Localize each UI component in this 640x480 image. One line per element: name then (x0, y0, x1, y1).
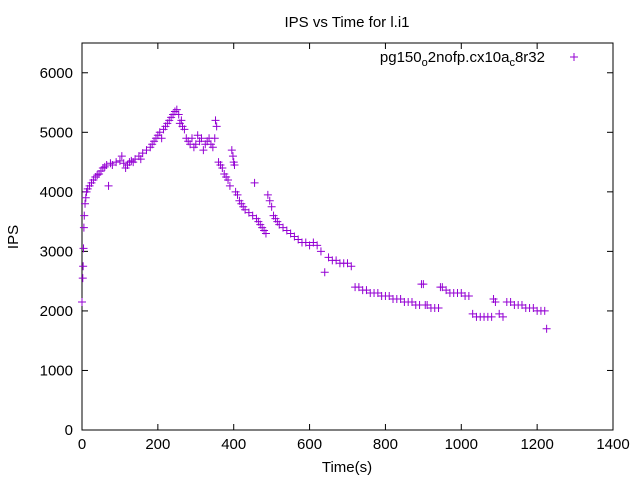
legend-marker (570, 53, 578, 61)
data-point (233, 190, 242, 199)
data-point (210, 134, 219, 143)
legend-part-5: 8r32 (515, 49, 545, 66)
data-point (79, 223, 88, 232)
y-tick-label: 4000 (40, 184, 73, 201)
legend-part-3: 2nofp.cx10a (428, 49, 510, 66)
legend-part-1: pg150 (380, 49, 422, 66)
x-axis: 0 200 400 600 800 1000 1200 1400 (78, 43, 630, 453)
data-point (80, 211, 89, 220)
x-tick-label: 600 (297, 436, 322, 453)
y-tick-label: 0 (65, 422, 73, 439)
legend-part-4: c (509, 57, 515, 69)
data-point (127, 156, 136, 165)
data-point (172, 105, 181, 114)
data-point (499, 312, 508, 321)
data-point (93, 171, 102, 180)
data-point (199, 146, 208, 155)
legend-plus-marker (570, 53, 578, 61)
data-point (81, 199, 90, 208)
data-point (81, 193, 90, 202)
data-point (316, 247, 325, 256)
data-point (225, 181, 234, 190)
data-point (187, 134, 196, 143)
data-point (112, 158, 121, 167)
y-tick-label: 2000 (40, 303, 73, 320)
data-point (227, 146, 236, 155)
data-point (419, 280, 428, 289)
x-tick-label: 1400 (596, 436, 629, 453)
data-point (228, 152, 237, 161)
data-point (263, 190, 272, 199)
data-point (491, 297, 500, 306)
legend: pg150o2nofp.cx10ac8r32 (380, 49, 578, 69)
y-axis: 0 1000 2000 3000 4000 5000 6000 (40, 65, 613, 439)
data-point (434, 303, 443, 312)
data-point (79, 262, 88, 271)
data-point (136, 155, 145, 164)
data-point (157, 134, 166, 143)
data-point (464, 292, 473, 301)
data-point (180, 125, 189, 134)
data-point (320, 268, 329, 277)
data-point (78, 297, 86, 306)
data-point (542, 324, 551, 333)
data-point (177, 116, 186, 125)
data-point (100, 162, 109, 171)
x-tick-label: 200 (145, 436, 170, 453)
data-point (487, 312, 496, 321)
x-tick-label: 1000 (445, 436, 478, 453)
y-tick-label: 1000 (40, 362, 73, 379)
data-point (347, 262, 356, 271)
data-point (211, 116, 220, 125)
data-point (218, 164, 227, 173)
data-points (78, 105, 551, 333)
plot-frame (81, 42, 614, 431)
data-point (224, 175, 233, 184)
data-point (208, 143, 217, 152)
data-point (267, 202, 276, 211)
data-point (104, 181, 113, 190)
data-point (265, 196, 274, 205)
data-point (313, 241, 322, 250)
data-point (230, 161, 239, 170)
x-tick-label: 400 (221, 436, 246, 453)
y-tick-label: 5000 (40, 124, 73, 141)
data-point (540, 306, 549, 315)
data-point (174, 110, 183, 119)
x-tick-label: 800 (373, 436, 398, 453)
data-point (261, 229, 270, 238)
y-tick-label: 6000 (40, 65, 73, 82)
data-point (250, 178, 259, 187)
data-point (212, 122, 221, 131)
y-axis-label: IPS (5, 225, 22, 249)
data-point (117, 152, 126, 161)
chart-title: IPS vs Time for l.i1 (284, 14, 409, 31)
data-point (197, 134, 206, 143)
x-tick-label: 0 (78, 436, 86, 453)
data-point (119, 159, 128, 168)
y-tick-label: 3000 (40, 243, 73, 260)
legend-series-label: pg150o2nofp.cx10ac8r32 (380, 49, 545, 69)
data-point (106, 159, 115, 168)
x-tick-label: 1200 (520, 436, 553, 453)
data-point (78, 274, 87, 283)
x-axis-label: Time(s) (322, 459, 372, 476)
legend-part-2: o (422, 57, 428, 69)
data-point (79, 244, 88, 253)
